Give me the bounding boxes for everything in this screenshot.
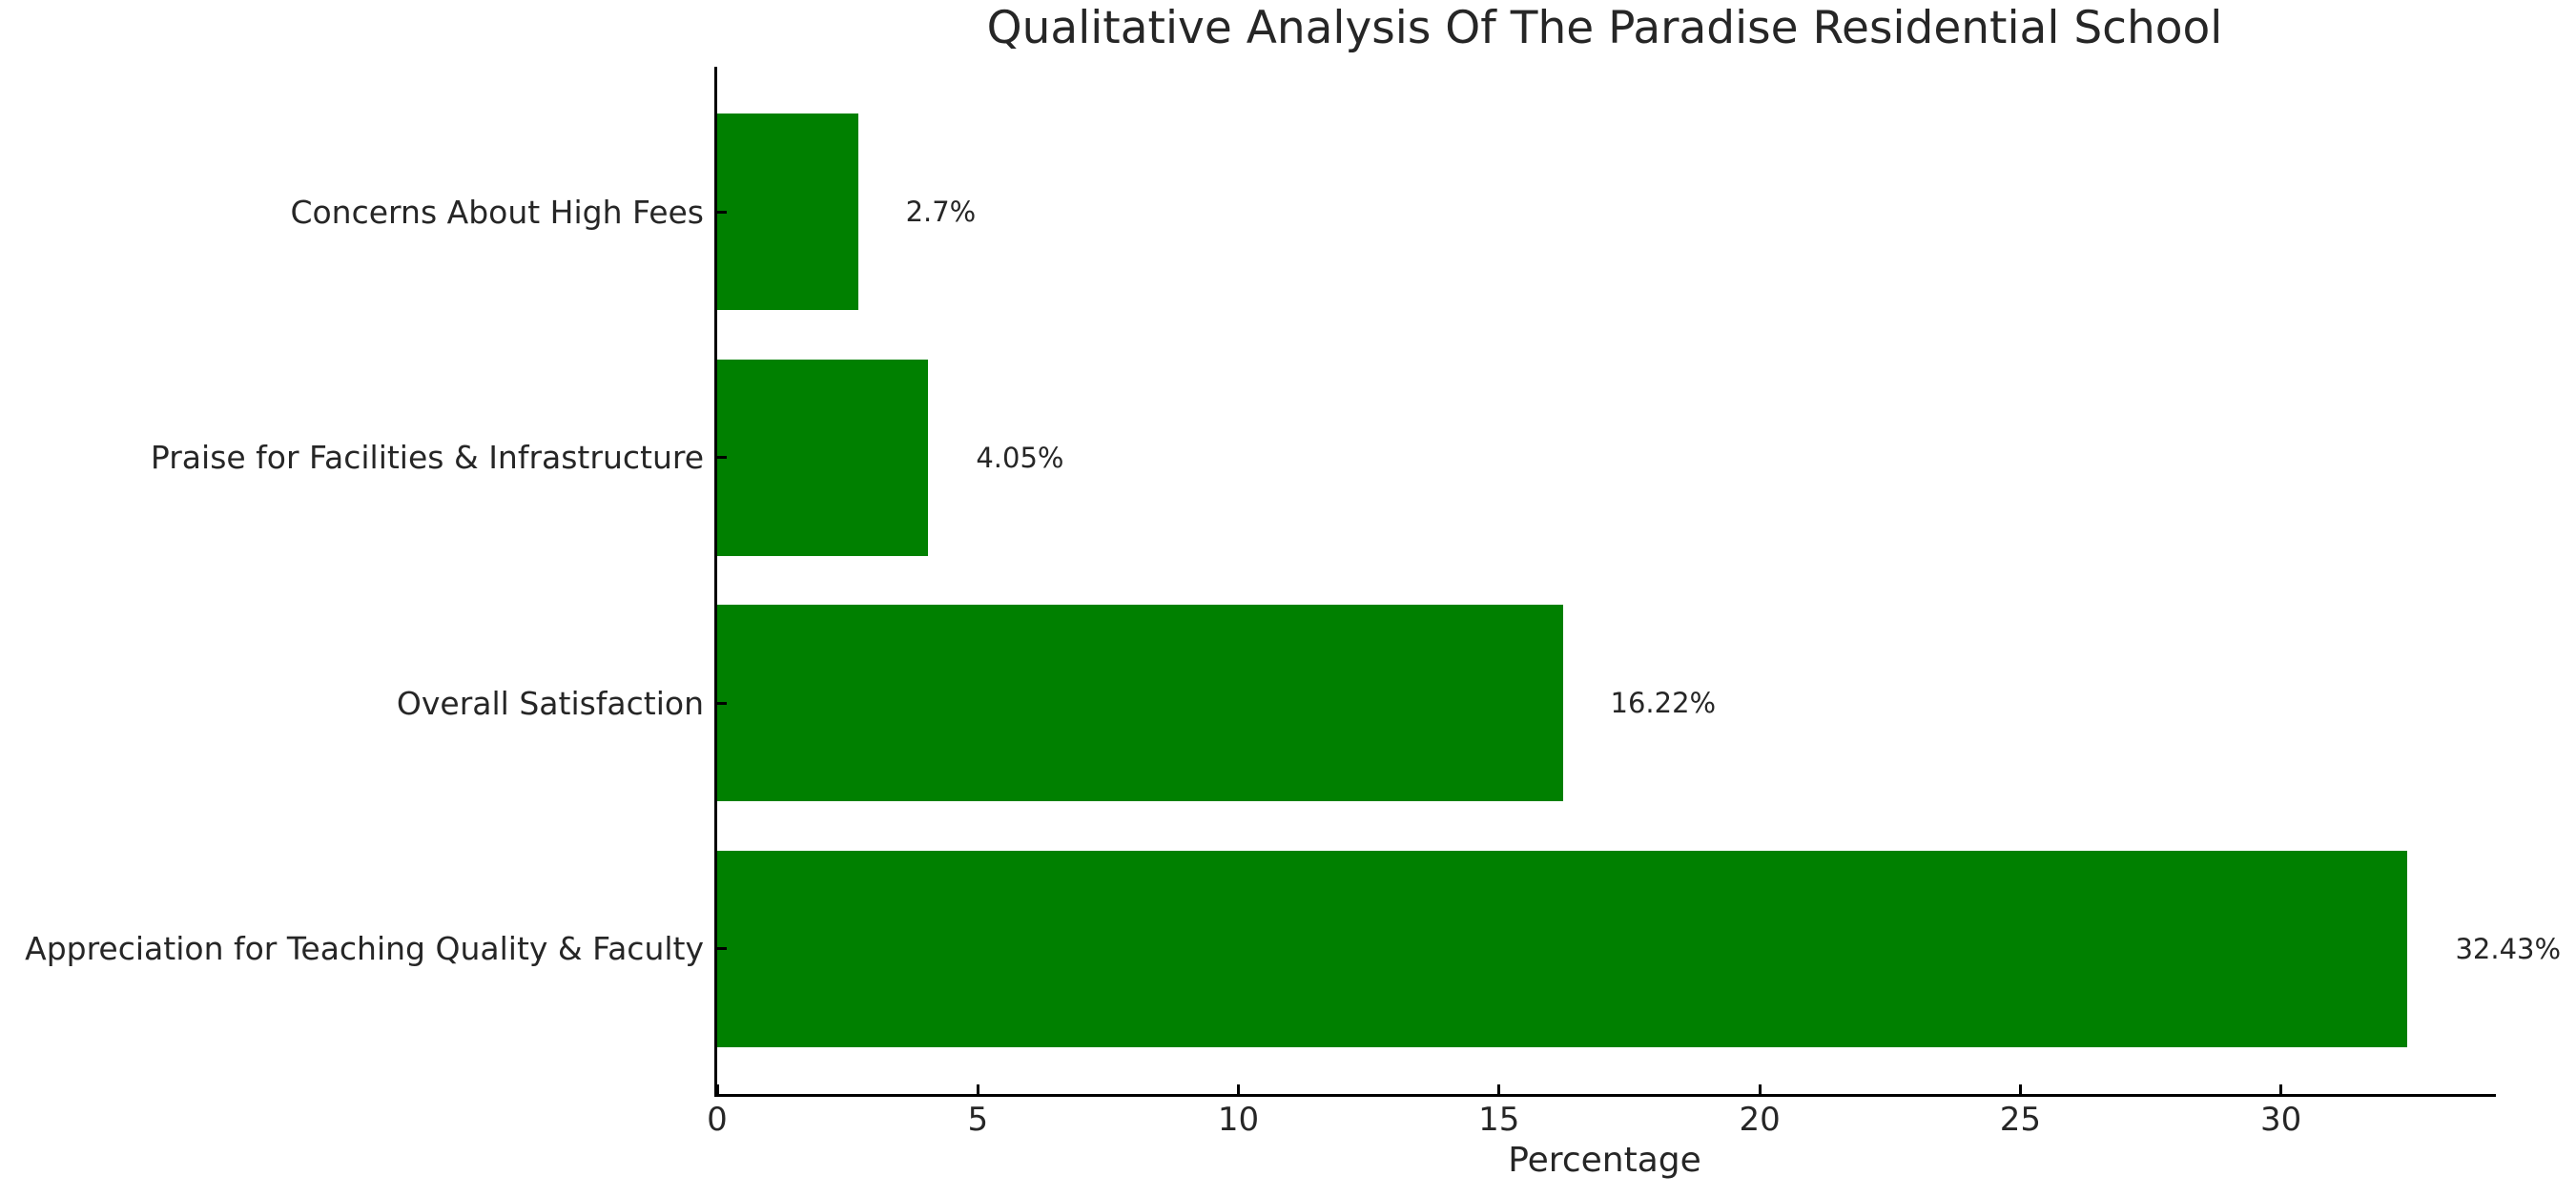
- x-tick-label: 10: [1217, 1101, 1260, 1139]
- category-label-1: Concerns About High Fees: [290, 193, 704, 231]
- value-label-2: 4.05%: [976, 441, 1064, 474]
- value-label-4: 32.43%: [2455, 932, 2562, 965]
- bar-3: [717, 605, 1563, 802]
- x-axis-spine: [714, 1094, 2496, 1097]
- y-axis-spine: [714, 67, 717, 1097]
- y-tick: [717, 210, 727, 214]
- x-tick: [715, 1084, 719, 1094]
- x-tick-label: 30: [2260, 1101, 2302, 1139]
- category-label-3: Overall Satisfaction: [396, 684, 704, 722]
- y-tick: [717, 456, 727, 460]
- chart-title: Qualitative Analysis Of The Paradise Res…: [986, 2, 2223, 54]
- x-tick: [1497, 1084, 1501, 1094]
- x-tick: [2279, 1084, 2283, 1094]
- x-tick: [1758, 1084, 1762, 1094]
- bar-1: [717, 113, 858, 311]
- value-label-1: 2.7%: [905, 196, 977, 229]
- x-tick-label: 20: [1739, 1101, 1781, 1139]
- x-tick: [1237, 1084, 1241, 1094]
- category-label-2: Praise for Facilities & Infrastructure: [150, 439, 704, 477]
- bar-2: [717, 359, 929, 556]
- y-tick: [717, 701, 727, 705]
- x-tick-label: 25: [1999, 1101, 2041, 1139]
- x-axis-label: Percentage: [1508, 1141, 1701, 1180]
- x-tick-label: 5: [967, 1101, 989, 1139]
- plot-area: 2.7% 4.05% 16.22% 32.43%: [715, 67, 2561, 1094]
- y-tick: [717, 947, 727, 951]
- value-label-3: 16.22%: [1610, 687, 1717, 720]
- x-tick: [2018, 1084, 2022, 1094]
- x-tick-label: 15: [1478, 1101, 1520, 1139]
- x-tick: [976, 1084, 979, 1094]
- x-tick-label: 0: [707, 1101, 728, 1139]
- category-label-4: Appreciation for Teaching Quality & Facu…: [25, 930, 704, 968]
- bar-4: [717, 850, 2408, 1048]
